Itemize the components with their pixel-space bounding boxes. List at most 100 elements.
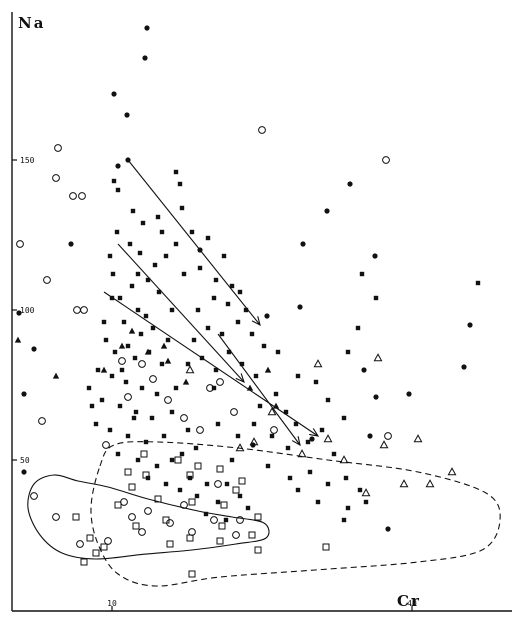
data-point-open-circle bbox=[210, 516, 218, 524]
data-point-open-square bbox=[80, 558, 88, 566]
data-point-filled-square bbox=[121, 319, 127, 325]
data-point-filled-square bbox=[163, 253, 169, 259]
data-point-open-triangle bbox=[361, 488, 371, 497]
data-point-filled-square bbox=[343, 475, 349, 481]
data-point-open-triangle bbox=[267, 407, 277, 416]
data-point-filled-square bbox=[219, 331, 225, 337]
data-point-filled-square bbox=[213, 277, 219, 283]
data-point-filled-square bbox=[283, 409, 289, 415]
data-point-filled-circle bbox=[309, 436, 315, 442]
data-point-open-circle bbox=[149, 375, 157, 383]
data-point-filled-square bbox=[169, 307, 175, 313]
data-point-filled-square bbox=[135, 307, 141, 313]
data-point-filled-square bbox=[313, 379, 319, 385]
data-point-open-circle bbox=[124, 393, 132, 401]
data-point-filled-square bbox=[135, 457, 141, 463]
data-point-open-square bbox=[188, 570, 196, 578]
data-point-filled-square bbox=[125, 343, 131, 349]
data-point-filled-square bbox=[177, 487, 183, 493]
data-point-filled-square bbox=[199, 355, 205, 361]
data-point-filled-triangle bbox=[164, 357, 172, 364]
data-point-filled-square bbox=[86, 385, 92, 391]
data-point-filled-square bbox=[331, 451, 337, 457]
data-point-filled-square bbox=[133, 409, 139, 415]
y-tick-label: 100 bbox=[20, 306, 35, 315]
dashed-envelope bbox=[90, 441, 501, 587]
data-point-filled-square bbox=[110, 271, 116, 277]
data-point-filled-square bbox=[149, 415, 155, 421]
data-point-open-circle bbox=[164, 396, 172, 404]
data-point-filled-square bbox=[205, 235, 211, 241]
data-point-filled-square bbox=[237, 493, 243, 499]
data-point-filled-square bbox=[138, 331, 144, 337]
data-point-filled-square bbox=[143, 439, 149, 445]
data-point-open-square bbox=[128, 483, 136, 491]
solid-envelope bbox=[27, 474, 270, 560]
data-point-filled-circle bbox=[31, 346, 37, 352]
data-point-filled-square bbox=[191, 337, 197, 343]
field-envelopes bbox=[27, 441, 501, 587]
data-point-open-circle bbox=[54, 144, 62, 152]
data-point-open-square bbox=[188, 498, 196, 506]
data-point-filled-square bbox=[117, 295, 123, 301]
data-point-filled-square bbox=[345, 505, 351, 511]
data-point-filled-square bbox=[159, 361, 165, 367]
data-point-filled-square bbox=[229, 457, 235, 463]
data-point-open-circle bbox=[216, 378, 224, 386]
data-point-filled-square bbox=[305, 439, 311, 445]
data-point-filled-square bbox=[93, 421, 99, 427]
data-point-filled-square bbox=[295, 487, 301, 493]
data-point-filled-square bbox=[127, 241, 133, 247]
data-point-filled-square bbox=[265, 463, 271, 469]
data-point-filled-square bbox=[205, 325, 211, 331]
data-point-filled-square bbox=[285, 445, 291, 451]
x-tick-label: 40 bbox=[407, 599, 417, 608]
data-point-filled-square bbox=[103, 337, 109, 343]
data-point-open-circle bbox=[180, 501, 188, 509]
data-point-open-circle bbox=[16, 240, 24, 248]
data-point-open-circle bbox=[104, 537, 112, 545]
data-point-open-circle bbox=[69, 192, 77, 200]
data-point-open-triangle bbox=[323, 434, 333, 443]
data-point-filled-square bbox=[135, 271, 141, 277]
data-point-filled-square bbox=[150, 325, 156, 331]
data-point-filled-square bbox=[194, 493, 200, 499]
data-point-filled-square bbox=[107, 253, 113, 259]
data-point-filled-triangle bbox=[182, 378, 190, 385]
data-point-filled-square bbox=[189, 229, 195, 235]
y-tick-label: 50 bbox=[20, 456, 30, 465]
data-point-open-square bbox=[216, 537, 224, 545]
data-point-filled-square bbox=[249, 331, 255, 337]
data-point-open-square bbox=[100, 543, 108, 551]
data-point-open-circle bbox=[382, 156, 390, 164]
data-point-filled-square bbox=[152, 262, 158, 268]
data-point-filled-square bbox=[345, 349, 351, 355]
data-point-filled-square bbox=[156, 289, 162, 295]
data-point-filled-square bbox=[173, 385, 179, 391]
data-point-open-square bbox=[186, 534, 194, 542]
data-point-open-circle bbox=[73, 306, 81, 314]
data-point-open-square bbox=[254, 546, 262, 554]
data-point-filled-circle bbox=[115, 163, 121, 169]
axes bbox=[11, 12, 512, 612]
data-point-open-square bbox=[154, 495, 162, 503]
data-point-filled-circle bbox=[16, 310, 22, 316]
data-point-open-square bbox=[142, 471, 150, 479]
data-point-filled-circle bbox=[142, 55, 148, 61]
data-point-filled-square bbox=[275, 349, 281, 355]
data-point-filled-circle bbox=[21, 391, 27, 397]
data-point-open-triangle bbox=[185, 365, 195, 374]
data-point-open-triangle bbox=[339, 455, 349, 464]
data-point-open-square bbox=[248, 531, 256, 539]
data-point-filled-triangle bbox=[160, 342, 168, 349]
data-point-filled-square bbox=[221, 253, 227, 259]
data-point-filled-square bbox=[99, 397, 105, 403]
data-point-filled-square bbox=[179, 205, 185, 211]
data-point-open-square bbox=[92, 549, 100, 557]
data-point-filled-square bbox=[132, 355, 138, 361]
data-point-open-circle bbox=[78, 192, 86, 200]
data-point-filled-circle bbox=[324, 208, 330, 214]
data-point-filled-circle bbox=[361, 367, 367, 373]
data-point-open-circle bbox=[30, 492, 38, 500]
